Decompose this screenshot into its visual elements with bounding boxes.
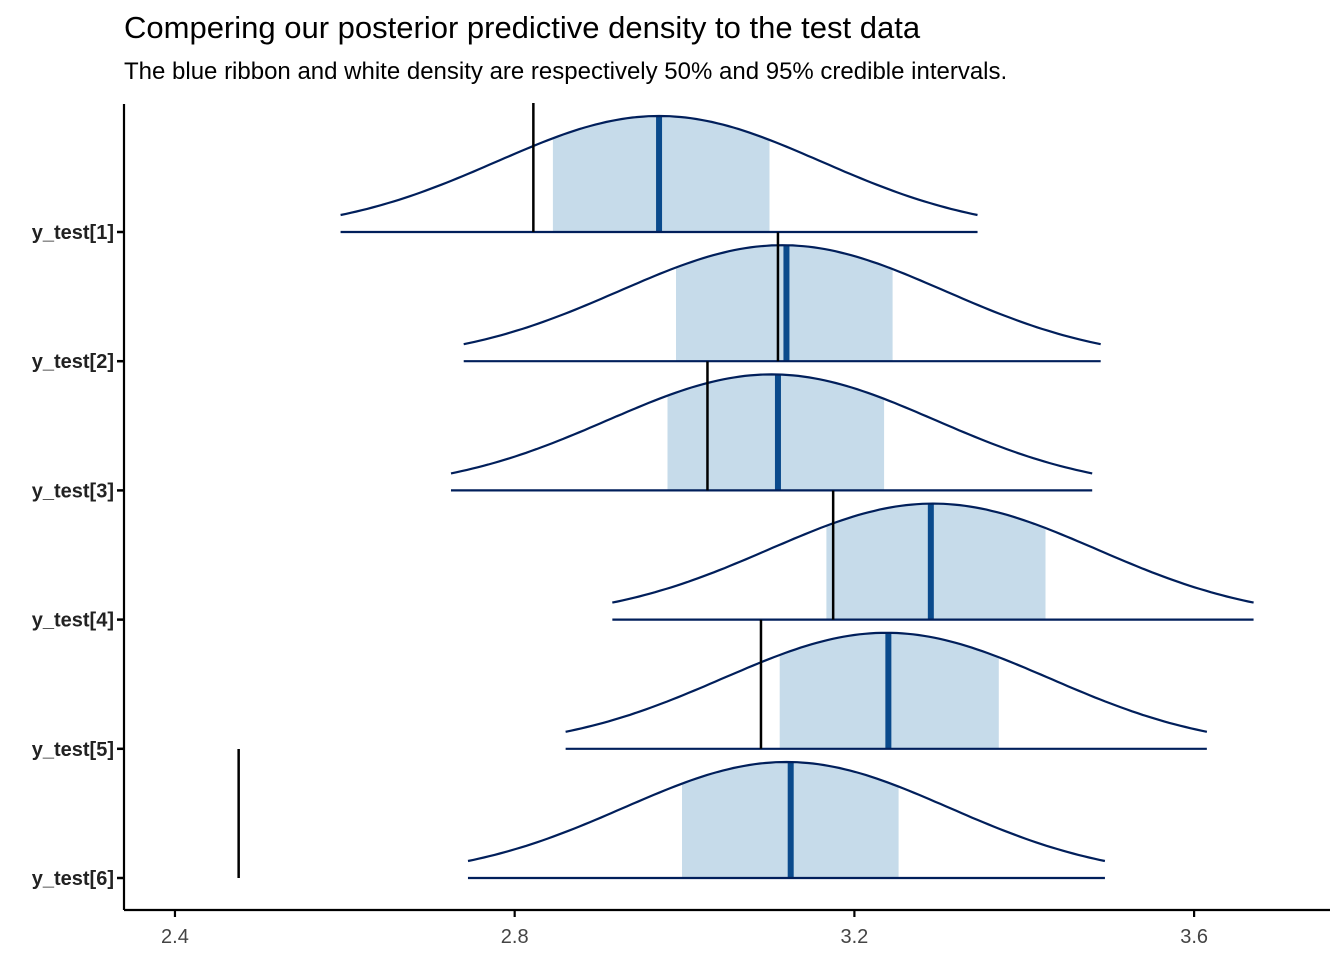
density-layer [340,114,1254,880]
density-outline-3 [450,373,1093,475]
y-tick-label-1: y_test[1] [32,222,114,244]
y-tick-label-5: y_test[5] [32,739,114,761]
density-outline-1 [340,114,978,217]
x-tick-label-2: 2.8 [501,926,529,948]
density-outline-5 [565,631,1208,733]
y-tick-label-3: y_test[3] [32,480,114,502]
x-tick-label-3: 3.2 [840,926,868,948]
y-tick-label-2: y_test[2] [32,351,114,373]
density-1 [340,114,978,234]
density-outline-6 [467,760,1106,863]
density-outline-2 [463,244,1101,346]
density-6 [467,760,1106,880]
axes-layer: y_test[1] y_test[2] y_test[3] y_test[4] y_te… [32,104,1330,948]
density-2 [463,244,1101,363]
density-5 [565,631,1208,750]
inner-ribbon-4 [826,503,1046,620]
y-tick-label-6: y_test[6] [32,868,114,890]
chart-subtitle: The blue ribbon and white density are re… [124,58,1008,85]
density-outline-4 [612,502,1254,604]
x-tick-label-1: 2.4 [161,926,189,948]
x-tick-label-4: 3.6 [1180,926,1208,948]
density-4 [612,502,1254,621]
observed-layer [237,103,835,878]
density-3 [450,373,1093,492]
chart-title: Compering our posterior predictive densi… [124,10,921,45]
y-tick-label-4: y_test[4] [32,610,114,632]
